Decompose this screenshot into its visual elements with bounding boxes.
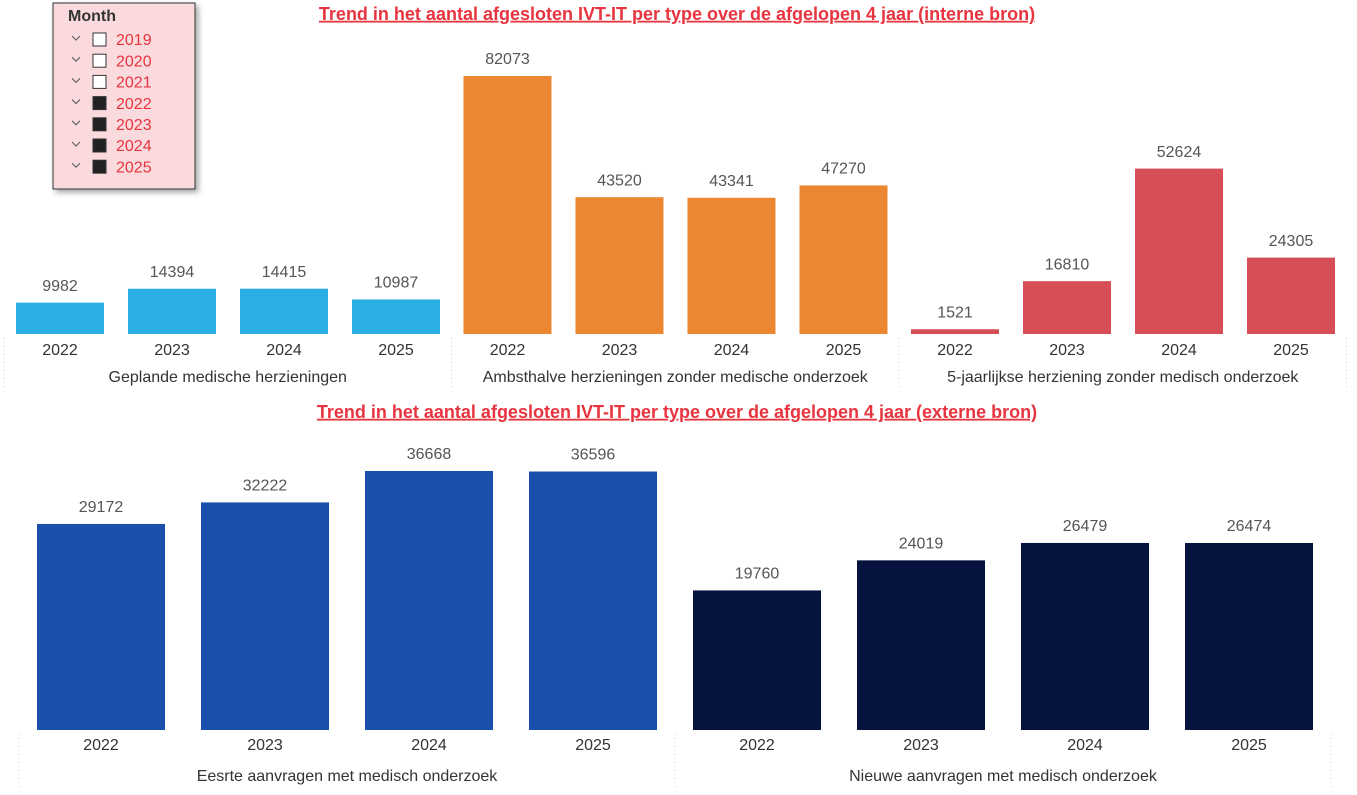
- group-label: Nieuwe aanvragen met medisch onderzoek: [849, 768, 1158, 785]
- checkbox[interactable]: [92, 32, 107, 47]
- bar[interactable]: [1135, 168, 1223, 334]
- data-label: 26474: [1227, 518, 1272, 535]
- data-label: 14415: [262, 264, 307, 281]
- bar[interactable]: [575, 197, 664, 334]
- data-label: 43341: [709, 173, 754, 190]
- group-label: Geplande medische herzieningen: [109, 369, 347, 386]
- x-tick-label: 2025: [1273, 342, 1309, 359]
- bar[interactable]: [529, 471, 657, 730]
- data-label: 10987: [374, 275, 419, 292]
- bar[interactable]: [365, 471, 493, 730]
- data-label: 47270: [821, 161, 866, 178]
- data-label: 24019: [899, 536, 944, 553]
- checkbox[interactable]: [92, 96, 107, 111]
- data-label: 29172: [79, 499, 124, 516]
- chevron[interactable]: [71, 56, 81, 63]
- chevron[interactable]: [71, 99, 81, 105]
- bar[interactable]: [1185, 543, 1313, 730]
- slicer-item[interactable]: 2025: [116, 159, 152, 176]
- data-label: 43520: [597, 172, 642, 189]
- chart-title: Trend in het aantal afgesloten IVT-IT pe…: [317, 402, 1037, 422]
- checkbox[interactable]: [92, 117, 107, 132]
- data-label: 32222: [243, 478, 288, 495]
- bar[interactable]: [911, 329, 999, 334]
- bar[interactable]: [857, 560, 985, 730]
- data-label: 52624: [1157, 144, 1202, 161]
- bar[interactable]: [687, 197, 776, 334]
- x-tick-label: 2023: [602, 342, 638, 359]
- bar[interactable]: [37, 523, 165, 730]
- data-label: 36668: [407, 446, 452, 463]
- chart-title: Trend in het aantal afgesloten IVT-IT pe…: [319, 4, 1035, 24]
- slicer-item[interactable]: 2020: [116, 53, 152, 70]
- x-tick-label: 2022: [83, 737, 119, 754]
- slicer-item[interactable]: 2024: [116, 138, 152, 155]
- data-label: 26479: [1063, 518, 1108, 535]
- bar[interactable]: [1021, 542, 1149, 730]
- chevron[interactable]: [71, 162, 81, 169]
- x-tick-label: 2022: [739, 737, 775, 754]
- group-label: Ambsthalve herzieningen zonder medische …: [483, 369, 869, 386]
- x-tick-label: 2022: [490, 342, 526, 359]
- slicer-item[interactable]: 2022: [116, 96, 152, 113]
- group-label: Eesrte aanvragen met medisch onderzoek: [197, 768, 499, 785]
- x-tick-label: 2022: [937, 342, 973, 359]
- bar[interactable]: [240, 288, 328, 334]
- x-tick-label: 2023: [1049, 342, 1085, 359]
- slicer-item[interactable]: 2023: [116, 117, 152, 134]
- x-tick-label: 2024: [1067, 737, 1103, 754]
- bar[interactable]: [1023, 281, 1111, 334]
- chevron[interactable]: [71, 35, 81, 41]
- slicer-item[interactable]: 2021: [116, 75, 152, 92]
- checkbox[interactable]: [92, 74, 107, 89]
- slicer-item[interactable]: 2019: [116, 32, 152, 49]
- x-tick-label: 2025: [378, 342, 414, 359]
- x-tick-label: 2024: [266, 342, 302, 359]
- bar[interactable]: [128, 288, 216, 334]
- slicer-panel: [52, 2, 196, 190]
- data-label: 9982: [42, 278, 78, 295]
- x-tick-label: 2023: [903, 737, 939, 754]
- x-tick-label: 2025: [826, 342, 862, 359]
- data-label: 82073: [485, 51, 530, 68]
- data-label: 14394: [150, 264, 195, 281]
- bar[interactable]: [463, 76, 552, 334]
- chevron[interactable]: [71, 77, 81, 84]
- data-label: 19760: [735, 566, 780, 583]
- group-label: 5-jaarlijkse herziening zonder medisch o…: [947, 369, 1299, 386]
- x-tick-label: 2025: [1231, 737, 1267, 754]
- x-tick-label: 2023: [154, 342, 190, 359]
- chevron[interactable]: [71, 141, 81, 147]
- data-label: 36596: [571, 447, 616, 464]
- x-tick-label: 2024: [411, 737, 447, 754]
- bar[interactable]: [799, 185, 888, 334]
- bar[interactable]: [201, 502, 329, 730]
- x-tick-label: 2024: [714, 342, 750, 359]
- bar[interactable]: [1247, 257, 1335, 334]
- checkbox[interactable]: [92, 138, 107, 153]
- chevron[interactable]: [71, 120, 81, 126]
- checkbox[interactable]: [92, 159, 107, 174]
- x-tick-label: 2025: [575, 737, 611, 754]
- x-tick-label: 2024: [1161, 342, 1197, 359]
- data-label: 1521: [937, 304, 973, 321]
- bar[interactable]: [16, 302, 104, 334]
- bar[interactable]: [693, 590, 821, 730]
- checkbox[interactable]: [92, 53, 107, 68]
- slicer-title: Month: [68, 8, 116, 25]
- x-tick-label: 2022: [42, 342, 78, 359]
- x-tick-label: 2023: [247, 737, 283, 754]
- data-label: 16810: [1045, 256, 1090, 273]
- bar[interactable]: [352, 299, 440, 334]
- data-label: 24305: [1269, 233, 1314, 250]
